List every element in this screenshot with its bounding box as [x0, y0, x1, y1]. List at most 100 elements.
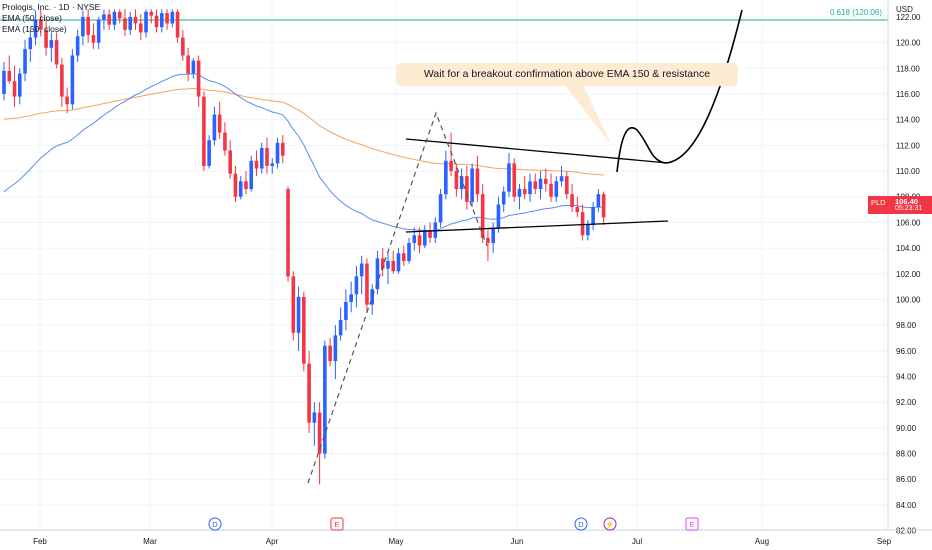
trend-drawings[interactable]	[307, 9, 743, 484]
price-tick-label: 112.00	[896, 141, 920, 150]
event-marker-letter: E	[334, 520, 339, 529]
candle-body	[501, 191, 506, 205]
candle-body	[91, 34, 96, 43]
candle-body	[449, 160, 453, 172]
month-label: Jul	[632, 537, 642, 546]
candle-body	[212, 114, 217, 141]
candle-body	[475, 168, 480, 195]
zigzag-projection	[307, 111, 488, 484]
candle-body	[323, 345, 327, 454]
event-marker-letter: D	[578, 520, 584, 529]
candle-body	[554, 181, 559, 197]
candle-body	[144, 11, 148, 33]
chart-legend: Prologis, Inc. · 1D · NYSE EMA (50, clos…	[2, 2, 100, 35]
annotation-callout[interactable]: Wait for a breakout confirmation above E…	[396, 63, 738, 86]
candle-body	[359, 263, 364, 277]
price-tag-value: 106.40	[895, 197, 918, 206]
candle-body	[86, 16, 90, 35]
price-tick-labels: 122.00 120.00 118.00 116.00 114.00 112.00 110.…	[896, 13, 921, 536]
candle-body	[423, 230, 427, 246]
candle-body	[591, 207, 595, 225]
event-markers[interactable]: D E D ⚡ E	[208, 517, 699, 531]
candle-body	[217, 114, 222, 133]
candle-body	[254, 160, 259, 169]
candle-body	[259, 147, 264, 169]
grid-lines	[0, 0, 888, 532]
candle-body	[270, 163, 275, 166]
candle-body	[438, 194, 443, 223]
candle-body	[312, 412, 317, 423]
price-tick-label: 114.00	[896, 116, 920, 125]
candle-body	[491, 227, 495, 243]
candle-body	[54, 40, 59, 65]
price-tick-label: 100.00	[896, 295, 921, 304]
candle-body	[507, 163, 511, 192]
candle-body	[12, 81, 17, 97]
candle-body	[117, 11, 122, 19]
candle-body	[302, 296, 306, 364]
candle-body	[533, 181, 538, 190]
candle-body	[170, 11, 175, 24]
price-tick-label: 92.00	[896, 398, 917, 407]
split-marker	[603, 517, 617, 531]
candle-body	[33, 19, 38, 38]
month-label: Jun	[511, 537, 524, 546]
candle-body	[543, 178, 548, 184]
candle-body	[486, 237, 490, 243]
price-tag-symbol: PLD	[871, 198, 886, 207]
candle-body	[517, 189, 522, 197]
candle-body	[417, 235, 422, 246]
price-tick-label: 82.00	[896, 527, 917, 536]
candle-body	[596, 194, 601, 208]
candle-body	[317, 412, 322, 454]
candle-body	[96, 19, 101, 43]
candle-body	[333, 335, 338, 362]
candle-body	[160, 13, 164, 28]
candle-body	[570, 194, 574, 208]
candle-body	[123, 18, 127, 30]
price-tick-label: 104.00	[896, 244, 921, 253]
dividend-marker	[208, 517, 222, 531]
candle-body	[223, 132, 227, 151]
support-trendline	[405, 220, 669, 233]
currency-label[interactable]: USD	[896, 5, 913, 14]
candle-body	[601, 194, 606, 218]
candle-body	[275, 142, 280, 164]
resistance-trendline	[405, 138, 669, 164]
ema-150-line	[3, 87, 604, 176]
candle-body	[565, 176, 569, 195]
price-tick-label: 122.00	[896, 13, 921, 22]
candle-body	[196, 60, 201, 97]
candle-body	[391, 260, 396, 272]
candle-body	[149, 11, 154, 16]
candle-body	[7, 70, 12, 82]
candle-body	[17, 73, 22, 97]
candle-body	[365, 263, 369, 305]
candle-body	[454, 171, 459, 190]
month-labels: Feb Mar Apr May Jun Jul Aug Sep	[33, 537, 892, 546]
price-tick-label: 90.00	[896, 424, 917, 433]
ema150-legend: EMA (150, close)	[2, 24, 67, 34]
candle-body	[407, 242, 411, 261]
candle-body	[459, 176, 464, 190]
month-label: May	[388, 537, 403, 546]
candle-body	[580, 212, 585, 236]
candle-body	[138, 23, 143, 33]
candle-body	[191, 60, 196, 74]
candle-body	[75, 36, 80, 56]
candle-body	[165, 13, 169, 24]
candle-body	[186, 55, 190, 74]
price-tick-label: 96.00	[896, 347, 917, 356]
price-tick-label: 118.00	[896, 64, 920, 73]
price-tick-label: 84.00	[896, 501, 917, 510]
candle-body	[181, 37, 185, 56]
candle-body	[70, 55, 75, 105]
candle-body	[44, 29, 48, 48]
candle-body	[549, 183, 553, 197]
event-marker-letter: E	[689, 520, 694, 529]
candle-body	[107, 14, 111, 25]
candle-body	[286, 189, 290, 277]
candle-body	[465, 176, 469, 202]
ema-50-line	[3, 73, 604, 232]
